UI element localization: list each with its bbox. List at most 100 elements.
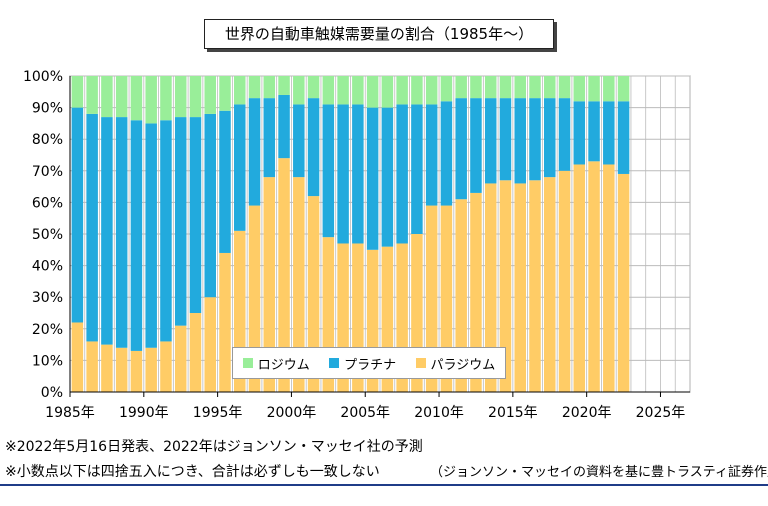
y-tick-label: 30% xyxy=(32,290,63,306)
tick-labels: 0% 10% 20% 30% 40% 50% 60% 70% 80% 90% 100% 1985年 19… xyxy=(23,69,685,421)
bar-palladium xyxy=(588,161,600,392)
footnote-rounding: ※小数点以下は四捨五入につき、合計は必ずしも一致しない xyxy=(5,464,380,480)
bar-platinum xyxy=(337,104,349,244)
bar-rhodium xyxy=(544,76,556,99)
bar-palladium xyxy=(115,347,128,392)
x-tick-label: 2020年 xyxy=(562,405,612,421)
y-tick-label: 10% xyxy=(32,353,63,369)
bar-rhodium xyxy=(86,76,98,114)
bar-palladium xyxy=(440,205,453,392)
legend-swatch-platinum xyxy=(329,358,340,368)
y-tick-label: 100% xyxy=(23,69,63,85)
bar-palladium xyxy=(130,350,143,392)
bar-palladium xyxy=(352,243,364,392)
bar-rhodium xyxy=(115,76,128,118)
bar-palladium xyxy=(544,177,556,392)
bar-rhodium xyxy=(189,76,202,118)
bar-platinum xyxy=(204,113,216,298)
bar-palladium xyxy=(219,252,231,392)
bar-rhodium xyxy=(174,76,187,118)
chart-title: 世界の自動車触媒需要量の割合（1985年〜） xyxy=(204,19,554,49)
bar-rhodium xyxy=(130,76,143,121)
bar-rhodium xyxy=(352,76,364,105)
bar-rhodium xyxy=(440,76,453,102)
bar-rhodium xyxy=(499,76,512,99)
bar-platinum xyxy=(544,98,556,178)
bar-palladium xyxy=(278,158,290,392)
legend-label-palladium: パラジウム xyxy=(430,357,496,373)
bar-platinum xyxy=(86,113,98,342)
bar-platinum xyxy=(293,104,305,178)
bar-platinum xyxy=(160,120,172,342)
bar-rhodium xyxy=(278,76,290,95)
legend: ロジウム プラチナ パラジウム xyxy=(232,347,506,379)
bar-palladium xyxy=(411,234,423,392)
bar-palladium xyxy=(322,237,335,392)
y-tick-label: 50% xyxy=(32,227,63,243)
bar-rhodium xyxy=(529,76,541,99)
bar-rhodium xyxy=(204,76,216,114)
bar-rhodium xyxy=(322,76,335,105)
source-credit: （ジョンソン・マッセイの資料を基に豊トラスティ証券作成） xyxy=(430,465,768,480)
x-tick-label: 2015年 xyxy=(488,405,538,421)
x-tick-label: 2000年 xyxy=(267,405,317,421)
bar-rhodium xyxy=(145,76,157,124)
bar-rhodium xyxy=(514,76,526,99)
bar-platinum xyxy=(263,98,276,178)
legend-label-rhodium: ロジウム xyxy=(257,357,310,373)
bar-rhodium xyxy=(337,76,349,105)
bar-palladium xyxy=(484,183,497,392)
y-tick-label: 20% xyxy=(32,322,63,338)
legend-item-platinum: プラチナ xyxy=(329,354,396,373)
bar-platinum xyxy=(514,98,526,184)
bar-palladium xyxy=(603,164,615,392)
bar-platinum xyxy=(396,104,408,244)
bar-palladium xyxy=(204,297,216,392)
grid-lines xyxy=(69,75,691,393)
x-tick-label: 1990年 xyxy=(119,405,169,421)
bar-platinum xyxy=(322,104,335,238)
bar-platinum xyxy=(617,101,630,174)
bar-rhodium xyxy=(381,76,394,108)
bar-rhodium xyxy=(248,76,261,99)
bar-platinum xyxy=(366,107,379,250)
bar-palladium xyxy=(248,205,261,392)
footnote-forecast: ※2022年5月16日発表、2022年はジョンソン・マッセイ社の予測 xyxy=(5,439,423,455)
bar-rhodium xyxy=(558,76,571,99)
bar-palladium xyxy=(101,344,113,392)
bar-palladium xyxy=(455,199,467,392)
legend-item-palladium: パラジウム xyxy=(415,354,496,373)
bar-palladium xyxy=(366,249,379,392)
bar-palladium xyxy=(573,164,586,392)
bar-platinum xyxy=(411,104,423,234)
bar-rhodium xyxy=(411,76,423,105)
bar-palladium xyxy=(71,322,84,392)
bottom-rule xyxy=(0,484,768,486)
x-tick-label: 1985年 xyxy=(45,405,95,421)
legend-swatch-rhodium xyxy=(242,358,253,368)
bar-rhodium xyxy=(307,76,320,99)
bar-rhodium xyxy=(470,76,482,99)
bar-platinum xyxy=(307,98,320,197)
bar-rhodium xyxy=(71,76,84,108)
bar-platinum xyxy=(440,101,453,206)
bar-platinum xyxy=(115,117,128,348)
bar-palladium xyxy=(470,192,482,392)
bar-rhodium xyxy=(234,76,246,105)
bar-palladium xyxy=(263,177,276,392)
bars xyxy=(71,76,630,392)
bar-rhodium xyxy=(366,76,379,108)
x-tick-label: 2010年 xyxy=(414,405,464,421)
bar-platinum xyxy=(499,98,512,181)
bar-platinum xyxy=(101,117,113,345)
bar-platinum xyxy=(425,104,438,206)
legend-label-platinum: プラチナ xyxy=(344,357,397,373)
bar-palladium xyxy=(86,341,98,392)
bar-platinum xyxy=(484,98,497,184)
bar-rhodium xyxy=(603,76,615,102)
bar-palladium xyxy=(558,170,571,392)
bar-rhodium xyxy=(101,76,113,118)
bar-platinum xyxy=(189,117,202,313)
y-tick-label: 70% xyxy=(32,164,63,180)
